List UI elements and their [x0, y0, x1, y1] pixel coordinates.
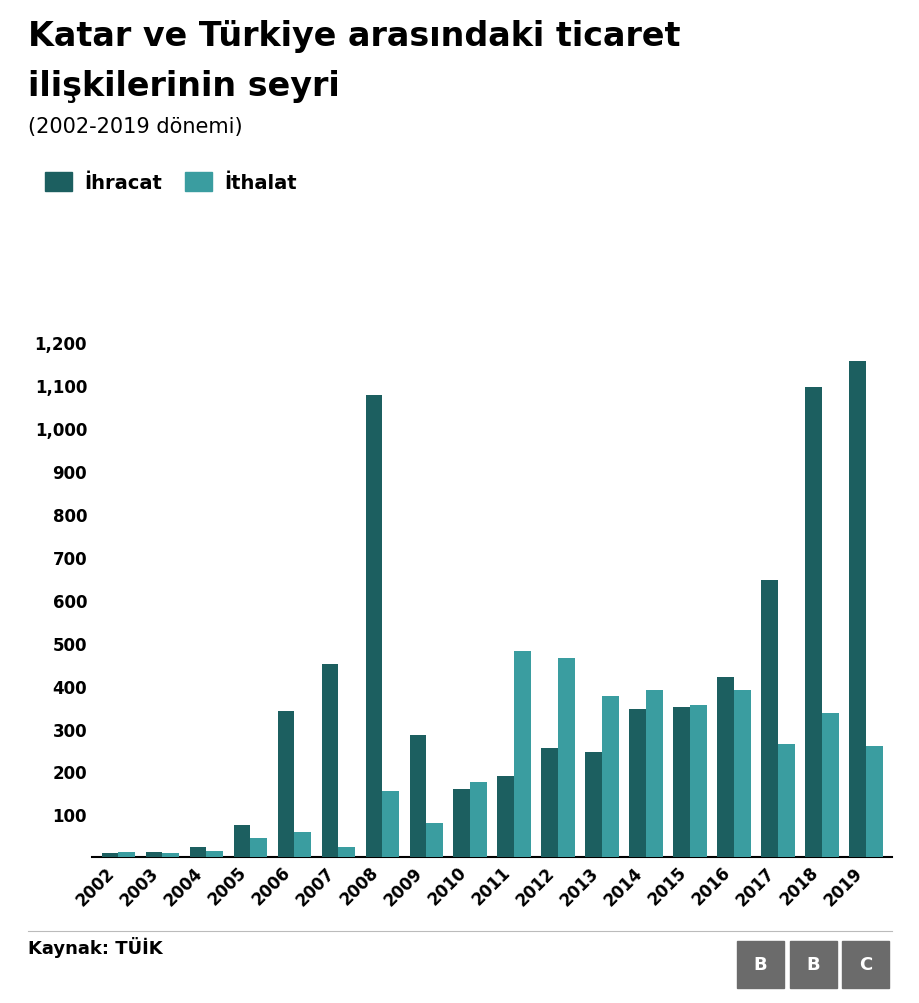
Text: ilişkilerinin seyri: ilişkilerinin seyri [28, 70, 339, 103]
Bar [294, 831, 311, 858]
Bar [425, 823, 442, 858]
Bar [497, 776, 514, 858]
Bar [102, 854, 119, 858]
Text: Kaynak: TÜİK: Kaynak: TÜİK [28, 936, 162, 957]
Bar [206, 852, 222, 858]
Bar [162, 853, 179, 858]
Bar [602, 696, 618, 858]
Bar [365, 396, 381, 858]
Bar [848, 362, 865, 858]
Bar [409, 735, 425, 858]
Text: B: B [805, 955, 819, 973]
Bar [822, 714, 838, 858]
Bar [381, 791, 399, 858]
Bar [541, 748, 558, 858]
Bar [673, 707, 689, 858]
Legend: İhracat, İthalat: İhracat, İthalat [38, 165, 304, 201]
Bar [584, 752, 602, 858]
Bar [629, 709, 645, 858]
Bar [322, 664, 338, 858]
Bar [189, 847, 206, 858]
Bar [119, 853, 135, 858]
Bar [145, 853, 162, 858]
FancyBboxPatch shape [842, 942, 889, 988]
Bar [777, 744, 794, 858]
Bar [514, 652, 530, 858]
FancyBboxPatch shape [736, 942, 783, 988]
Bar [250, 839, 267, 858]
Bar [470, 782, 486, 858]
Bar [558, 658, 574, 858]
Text: B: B [753, 955, 766, 973]
Bar [338, 847, 355, 858]
FancyBboxPatch shape [789, 942, 835, 988]
Bar [733, 690, 750, 858]
Bar [233, 825, 250, 858]
Bar [453, 789, 470, 858]
Text: Katar ve Türkiye arasındaki ticaret: Katar ve Türkiye arasındaki ticaret [28, 20, 679, 53]
Bar [645, 690, 662, 858]
Bar [717, 677, 733, 858]
Bar [761, 581, 777, 858]
Text: C: C [858, 955, 871, 973]
Text: (2002-2019 dönemi): (2002-2019 dönemi) [28, 117, 242, 137]
Bar [865, 746, 881, 858]
Bar [689, 705, 706, 858]
Bar [278, 711, 294, 858]
Bar [804, 387, 822, 858]
